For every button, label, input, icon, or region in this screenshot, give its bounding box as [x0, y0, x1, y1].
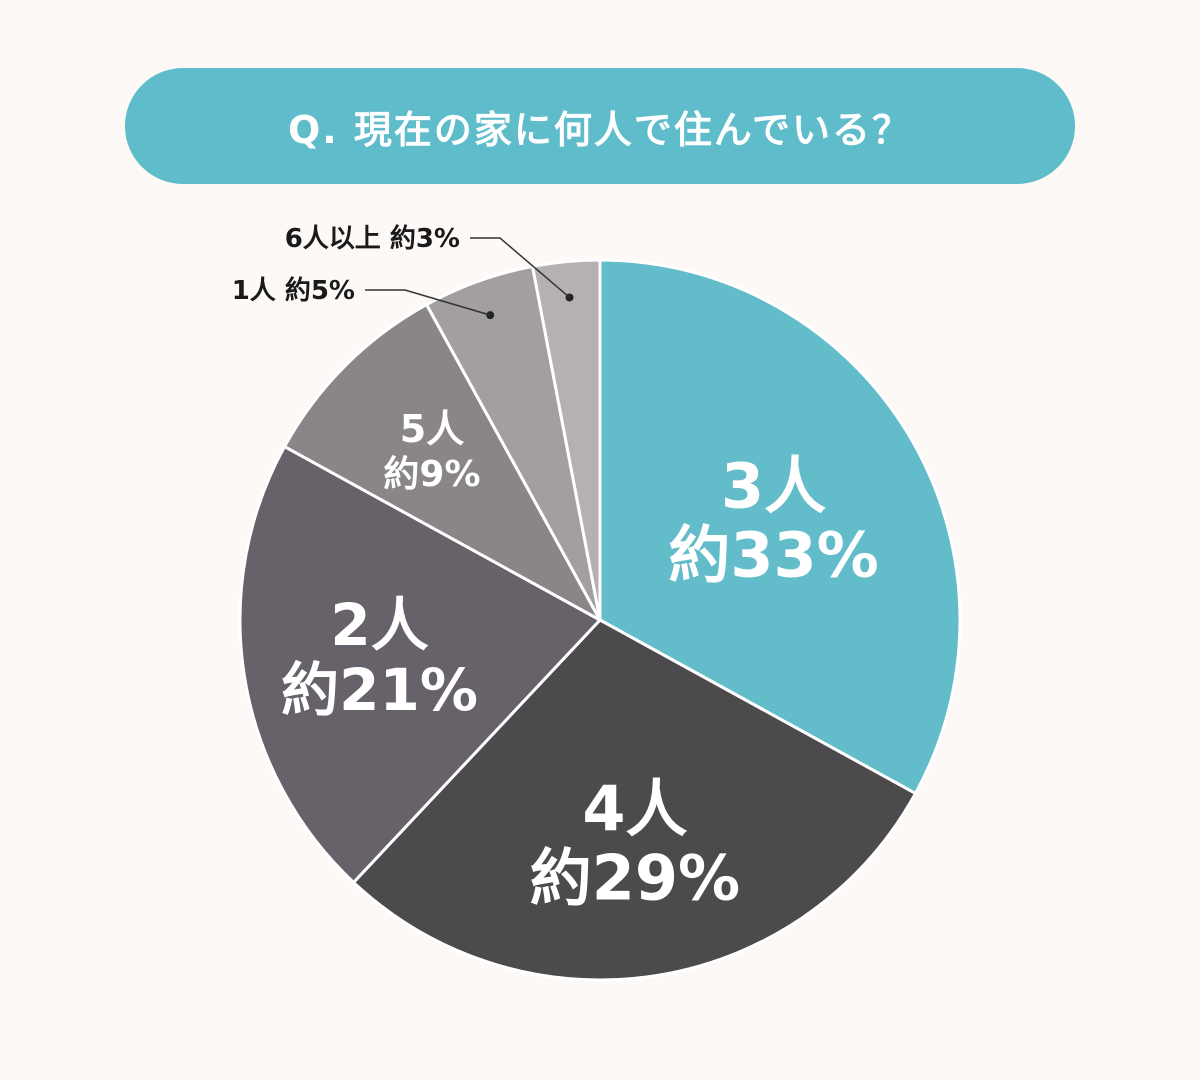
slice-percent-label: 約21%	[281, 656, 478, 724]
slice-1	[351, 618, 918, 982]
leader-line	[365, 289, 491, 316]
slice-0	[598, 258, 962, 796]
chart-title: Q. 現在の家に何人で住んでいる？	[287, 107, 913, 152]
slice-percent-label: 約33%	[668, 518, 878, 591]
slice-percent-label: 約29%	[530, 841, 740, 914]
slice-2	[238, 444, 603, 885]
title-banner: Q. 現在の家に何人で住んでいる？	[125, 68, 1075, 184]
slice-3	[282, 302, 604, 624]
external-label: 6人以上 約3%	[285, 223, 460, 254]
slice-name-label: 5人	[400, 407, 464, 451]
slice-percent-label: 約9%	[383, 454, 480, 495]
slice-name-label: 2人	[330, 591, 428, 659]
external-label: 1人 約5%	[232, 275, 355, 306]
slice-name-label: 4人	[582, 772, 687, 845]
slice-name-label: 3人	[721, 449, 826, 522]
leader-line	[470, 237, 570, 299]
